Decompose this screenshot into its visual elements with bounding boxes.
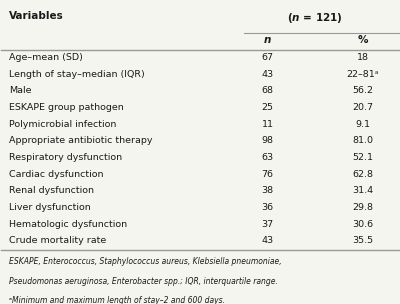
Text: 30.6: 30.6 — [352, 220, 374, 229]
Text: 37: 37 — [262, 220, 274, 229]
Text: Polymicrobial infection: Polymicrobial infection — [9, 119, 117, 129]
Text: 68: 68 — [262, 86, 274, 95]
Text: Male: Male — [9, 86, 32, 95]
Text: ESKAPE, Enterococcus, Staphylococcus aureus, Klebsiella pneumoniae,: ESKAPE, Enterococcus, Staphylococcus aur… — [9, 257, 282, 266]
Text: 76: 76 — [262, 170, 274, 179]
Text: $\bfit{n}$: $\bfit{n}$ — [263, 35, 272, 45]
Text: Variables: Variables — [9, 11, 64, 21]
Text: Respiratory dysfunction: Respiratory dysfunction — [9, 153, 122, 162]
Text: Length of stay–median (IQR): Length of stay–median (IQR) — [9, 70, 145, 78]
Text: 35.5: 35.5 — [352, 237, 374, 245]
Text: 43: 43 — [262, 237, 274, 245]
Text: ᵃMinimum and maximum length of stay–2 and 600 days.: ᵃMinimum and maximum length of stay–2 an… — [9, 296, 225, 304]
Text: 31.4: 31.4 — [352, 186, 374, 195]
Text: 52.1: 52.1 — [352, 153, 373, 162]
Text: 25: 25 — [262, 103, 274, 112]
Text: 20.7: 20.7 — [352, 103, 373, 112]
Text: Renal dysfunction: Renal dysfunction — [9, 186, 94, 195]
Text: 36: 36 — [262, 203, 274, 212]
Text: 98: 98 — [262, 136, 274, 145]
Text: 43: 43 — [262, 70, 274, 78]
Text: 22–81ᵃ: 22–81ᵃ — [347, 70, 379, 78]
Text: 56.2: 56.2 — [352, 86, 373, 95]
Text: ESKAPE group pathogen: ESKAPE group pathogen — [9, 103, 124, 112]
Text: 29.8: 29.8 — [352, 203, 373, 212]
Text: Appropriate antibiotic therapy: Appropriate antibiotic therapy — [9, 136, 153, 145]
Text: Age–mean (SD): Age–mean (SD) — [9, 53, 83, 62]
Text: 62.8: 62.8 — [352, 170, 373, 179]
Text: ($\bfit{n}$ = 121): ($\bfit{n}$ = 121) — [288, 11, 343, 25]
Text: Crude mortality rate: Crude mortality rate — [9, 237, 106, 245]
Text: Hematologic dysfunction: Hematologic dysfunction — [9, 220, 128, 229]
Text: 11: 11 — [262, 119, 274, 129]
Text: Liver dysfunction: Liver dysfunction — [9, 203, 91, 212]
Text: 18: 18 — [357, 53, 369, 62]
Text: %: % — [358, 35, 368, 45]
Text: Cardiac dysfunction: Cardiac dysfunction — [9, 170, 104, 179]
Text: 9.1: 9.1 — [355, 119, 370, 129]
Text: 63: 63 — [262, 153, 274, 162]
Text: 38: 38 — [262, 186, 274, 195]
Text: 81.0: 81.0 — [352, 136, 373, 145]
Text: Pseudomonas aeruginosa, Enterobacter spp.; IQR, interquartile range.: Pseudomonas aeruginosa, Enterobacter spp… — [9, 277, 278, 286]
Text: 67: 67 — [262, 53, 274, 62]
